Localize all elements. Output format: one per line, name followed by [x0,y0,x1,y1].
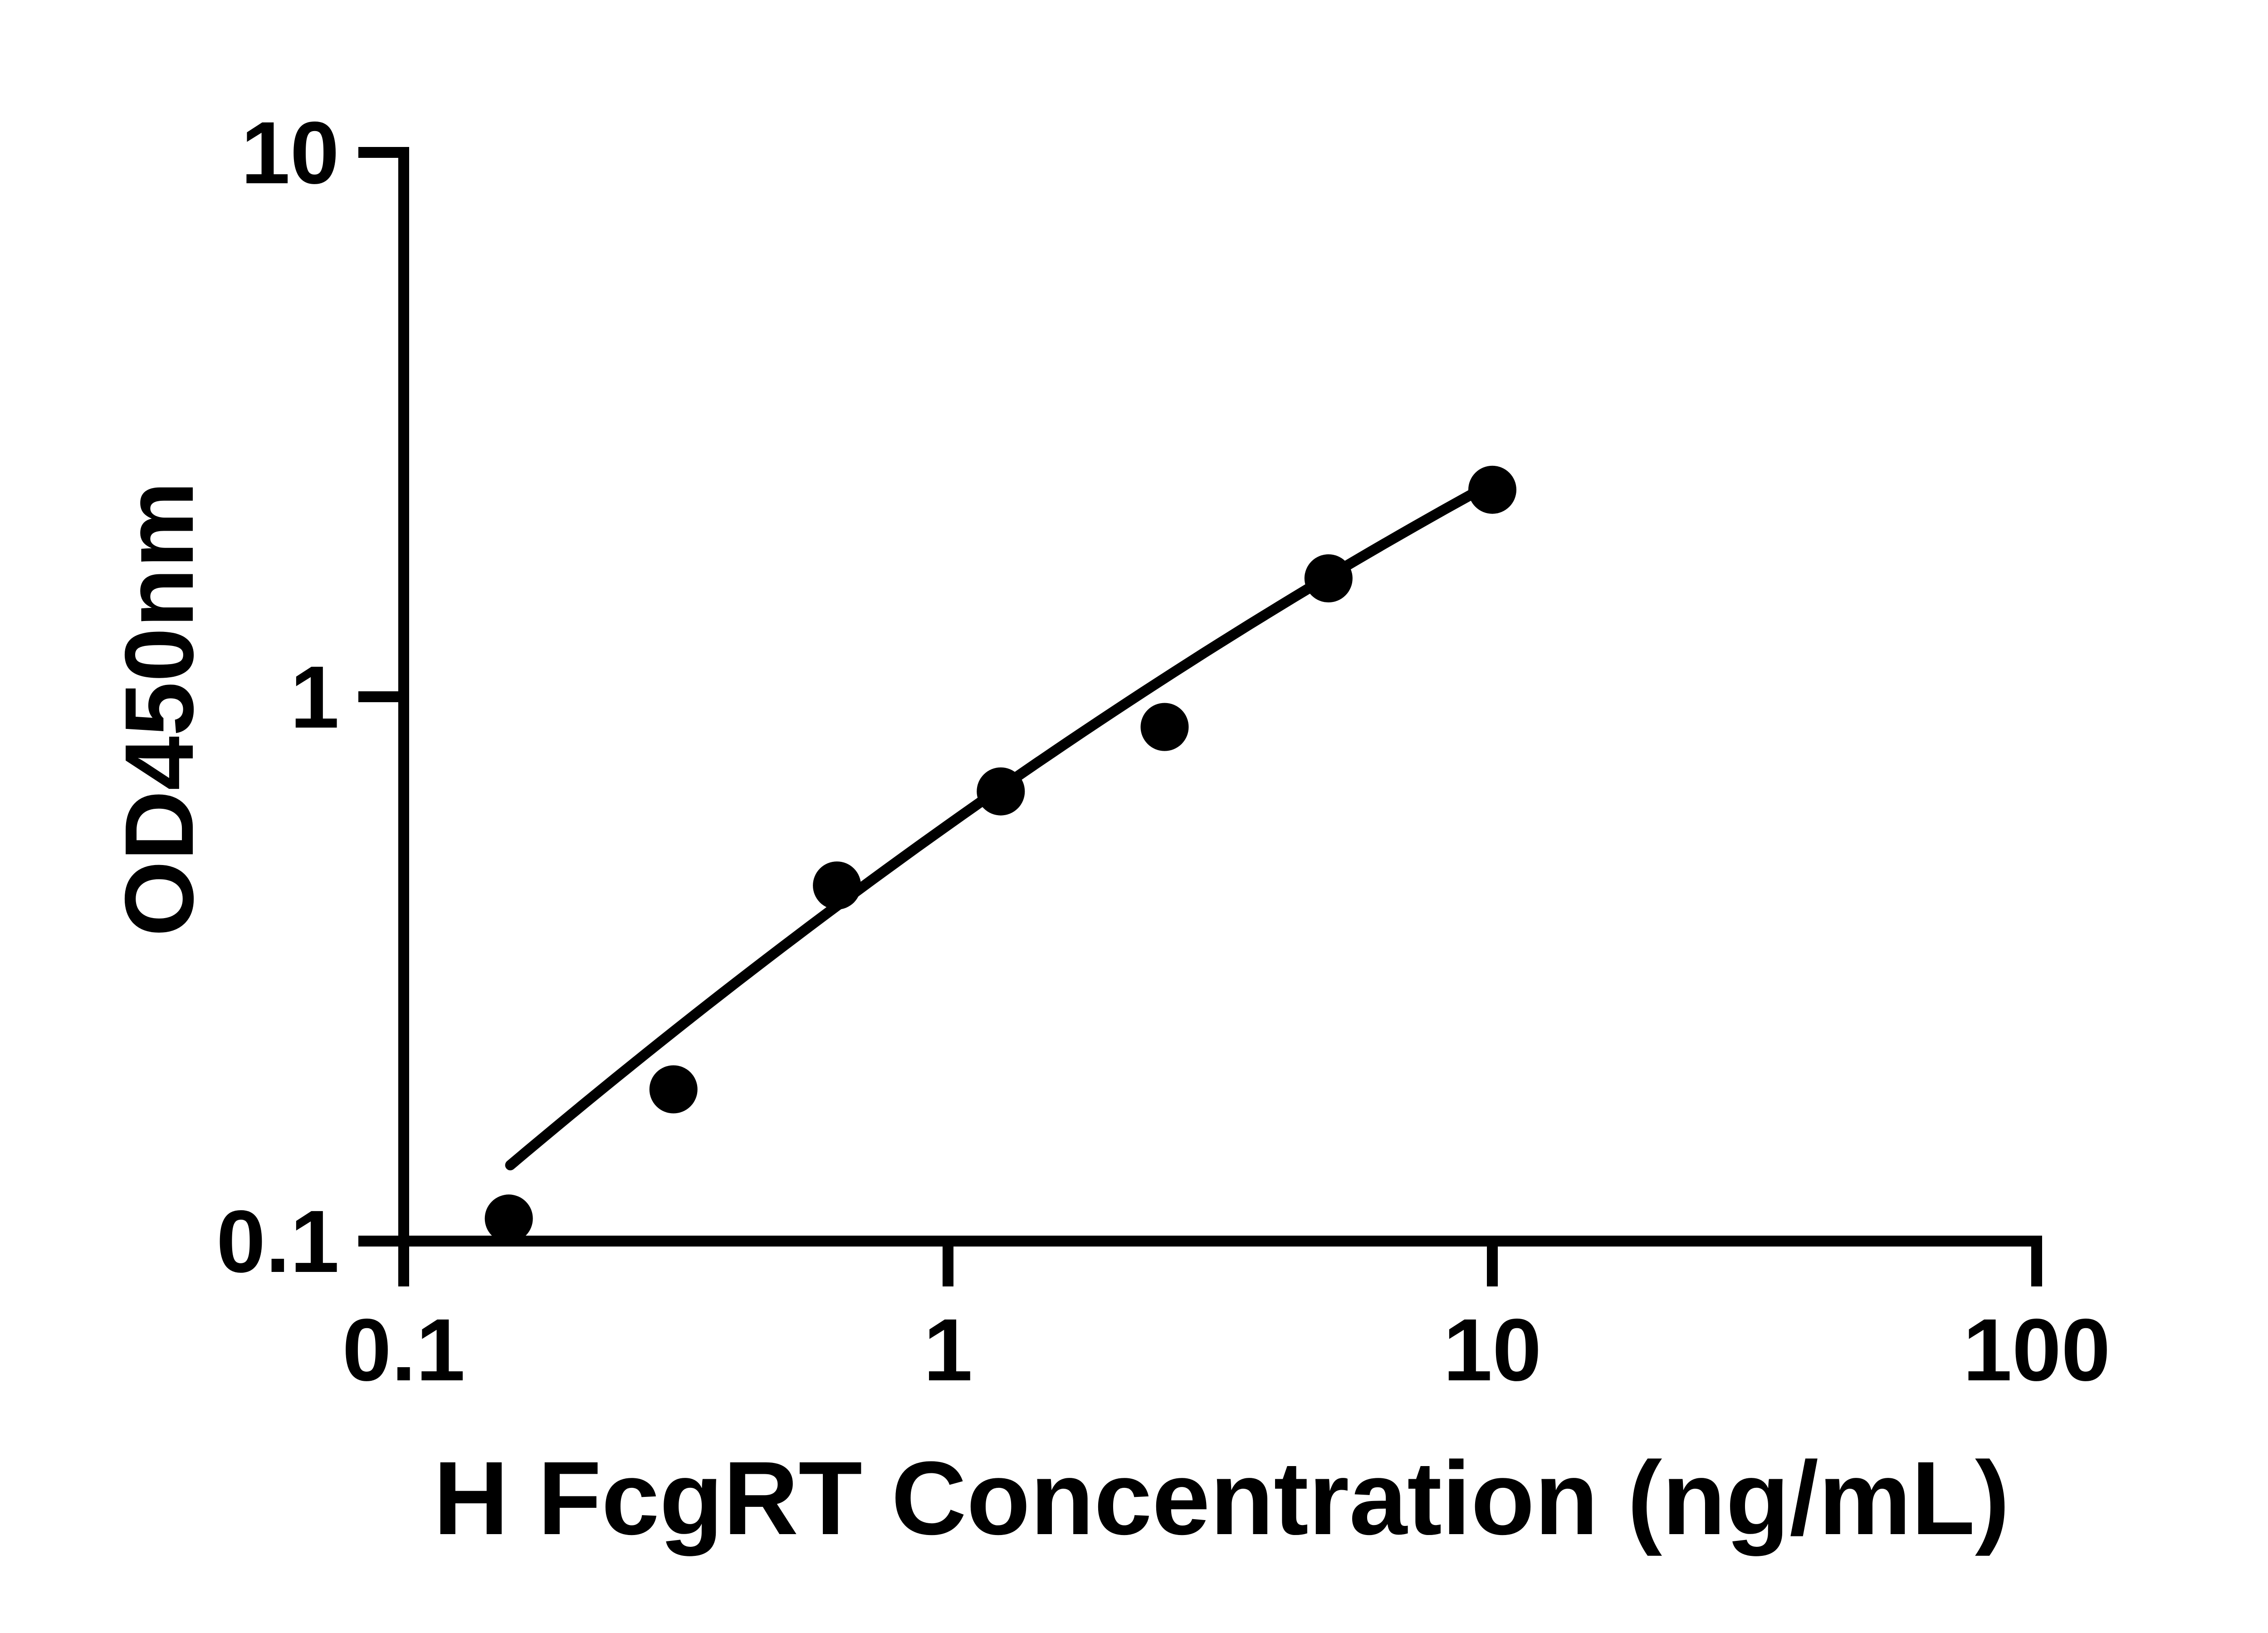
data-point [813,861,861,910]
data-point [1468,465,1516,514]
x-tick-label-100: 100 [1963,1301,2110,1399]
data-point [1140,703,1189,751]
data-points [484,465,1516,1243]
y-tick-label-10: 10 [241,103,339,202]
x-axis-title: H FcgRT Concentration (ng/mL) [433,1440,2009,1556]
axes [358,147,2042,1286]
data-point [977,767,1025,816]
y-tick-label-1: 1 [290,648,339,747]
y-tick-label-0.1: 0.1 [216,1192,339,1291]
data-point [649,1065,698,1114]
tick-labels: 10 1 0.10.1 1 10 100 [216,103,2111,1399]
x-tick-label-1: 1 [924,1301,973,1399]
x-tick-label-10: 10 [1443,1301,1542,1399]
data-point [484,1194,533,1243]
y-axis-title: OD450nm [104,481,214,937]
x-tick-label-0.1: 0.1 [342,1301,465,1399]
data-point [1304,554,1353,602]
